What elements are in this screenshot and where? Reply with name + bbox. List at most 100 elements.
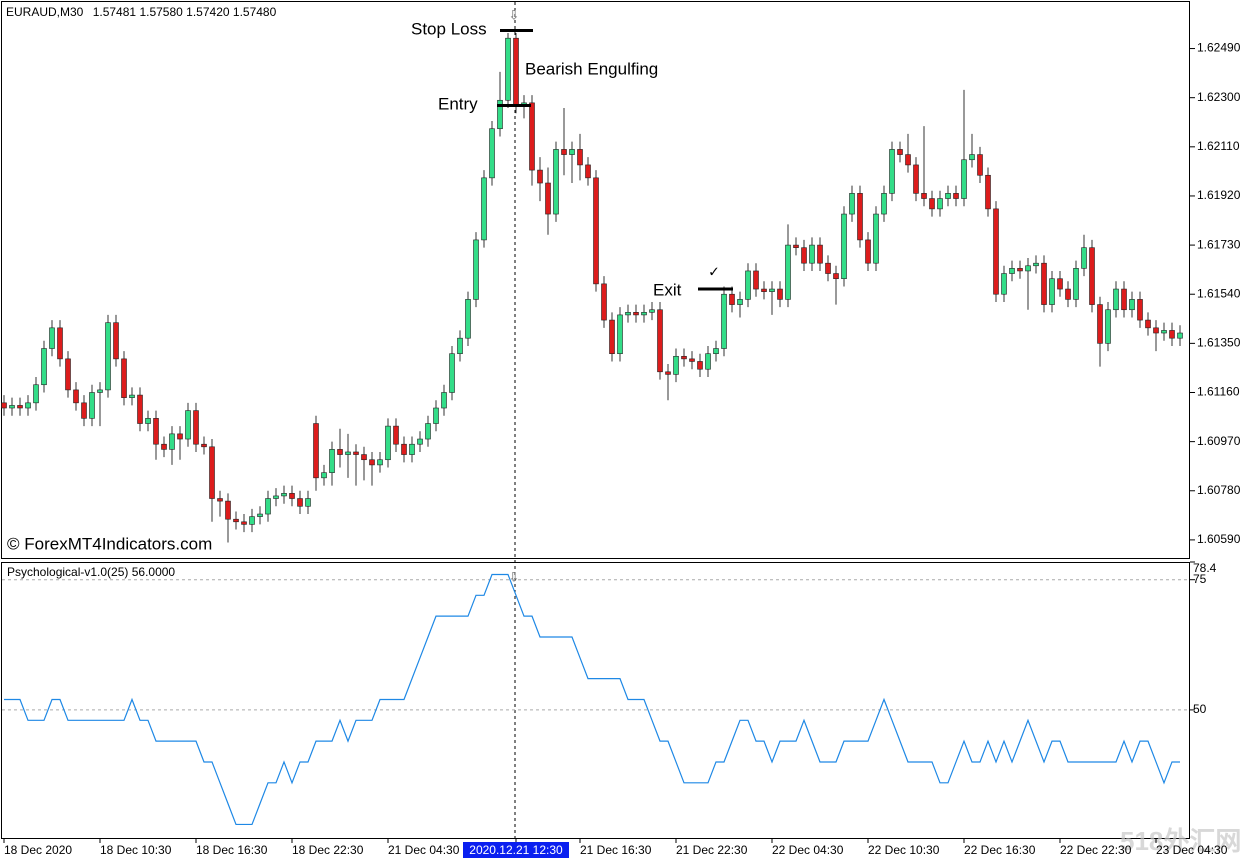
candle-body <box>1177 332 1183 339</box>
x-tick-label: 23 Dec 04:30 <box>1156 843 1228 857</box>
candle-body <box>753 270 759 290</box>
candle-body <box>321 472 327 479</box>
candle-body <box>1137 299 1143 321</box>
candle-body <box>849 193 855 215</box>
candle-body <box>177 433 183 440</box>
arrow-marker: ⇩ <box>509 7 520 22</box>
check-mark: ✓ <box>708 264 720 280</box>
candle-body <box>609 319 615 355</box>
candle-body <box>305 498 311 507</box>
candle-body <box>793 244 799 248</box>
candle-body <box>289 493 295 499</box>
candle-body <box>73 389 79 404</box>
candle-body <box>169 433 175 450</box>
candle-body <box>145 418 151 424</box>
x-tick-label: 18 Dec 22:30 <box>292 843 364 857</box>
candle-body <box>785 244 791 300</box>
symbol-header: EURAUD,M30 1.57481 1.57580 1.57420 1.574… <box>6 5 277 19</box>
candle-body <box>713 348 719 355</box>
candle-body <box>537 169 543 184</box>
candle-body <box>473 239 479 300</box>
y-tick-label: 1.61730 <box>1197 237 1241 251</box>
watermark-2: 518外汇网 <box>1120 826 1241 856</box>
candle-body <box>449 353 455 393</box>
candle-body <box>249 516 255 525</box>
candle-body <box>817 244 823 264</box>
ohlc-high: 1.57580 <box>139 5 183 19</box>
candle-body <box>657 309 663 373</box>
candle-body <box>961 159 967 199</box>
watermark: © ForexMT4Indicators.com <box>7 534 212 553</box>
candle-body <box>1017 268 1023 272</box>
candle-body <box>1025 265 1031 272</box>
y-tick-label: 1.61920 <box>1197 188 1241 202</box>
candle-body <box>33 384 39 404</box>
candle-body <box>833 273 839 280</box>
x-tick-label: 18 Dec 10:30 <box>100 843 172 857</box>
candle-body <box>1057 278 1063 290</box>
candle-body <box>857 193 863 241</box>
x-tick-label: 22 Dec 04:30 <box>772 843 844 857</box>
candle-body <box>265 498 271 515</box>
candle-body <box>633 312 639 316</box>
y-tick-label: 1.61350 <box>1197 336 1241 350</box>
candle-body <box>593 177 599 285</box>
candle-body <box>113 322 119 360</box>
candle-body <box>641 312 647 316</box>
symbol: EURAUD,M30 <box>6 5 84 19</box>
x-tick-label: 22 Dec 10:30 <box>868 843 940 857</box>
candle-body <box>257 513 263 517</box>
annotation: Stop Loss <box>411 19 487 38</box>
candle-body <box>121 358 127 398</box>
y-tick-label: 1.62110 <box>1197 139 1240 153</box>
candle-body <box>825 262 831 274</box>
candle-body <box>1097 304 1103 344</box>
y-tick-label: 1.60780 <box>1197 483 1241 497</box>
candle-body <box>1065 288 1071 300</box>
candle-body <box>41 348 47 386</box>
candle-body <box>553 149 559 215</box>
candle-body <box>769 288 775 292</box>
y-tick-label: 75 <box>1193 572 1207 586</box>
y-tick-label: 1.62490 <box>1197 41 1241 55</box>
candle-body <box>1161 330 1167 334</box>
x-tick-label: 18 Dec 2020 <box>4 843 72 857</box>
candle-body <box>801 247 807 264</box>
candle-body <box>81 402 87 419</box>
x-tick-label: 21 Dec 04:30 <box>388 843 460 857</box>
candle-body <box>913 164 919 194</box>
candle-body <box>49 327 55 349</box>
candle-body <box>889 149 895 194</box>
y-tick-label: 1.60970 <box>1197 434 1241 448</box>
candle-body <box>985 174 991 210</box>
candle-body <box>193 410 199 445</box>
candle-body <box>729 293 735 305</box>
candle-body <box>761 288 767 292</box>
ohlc-low: 1.57420 <box>186 5 230 19</box>
candle-body <box>697 361 703 370</box>
x-tick-label: 18 Dec 16:30 <box>196 843 268 857</box>
candle-body <box>1129 299 1135 311</box>
candle-body <box>57 327 63 360</box>
candle-body <box>705 353 711 370</box>
candle-body <box>945 193 951 199</box>
candle-body <box>209 446 215 499</box>
candle-body <box>417 438 423 445</box>
candle-body <box>1009 268 1015 274</box>
candle-body <box>161 443 167 450</box>
candle-body <box>809 244 815 264</box>
x-tick-label: 21 Dec 22:30 <box>676 843 748 857</box>
candle-body <box>937 198 943 210</box>
y-tick-label: 1.61540 <box>1197 286 1241 300</box>
candle-body <box>585 164 591 179</box>
candle-body <box>345 451 351 455</box>
candle-body <box>409 443 415 455</box>
candle-body <box>1153 327 1159 334</box>
candle-body <box>921 193 927 199</box>
y-tick-label: 1.60590 <box>1197 532 1241 546</box>
candle-body <box>905 154 911 166</box>
x-tick-label: 22 Dec 22:30 <box>1060 843 1132 857</box>
candle-body <box>433 407 439 424</box>
candle-body <box>481 177 487 241</box>
